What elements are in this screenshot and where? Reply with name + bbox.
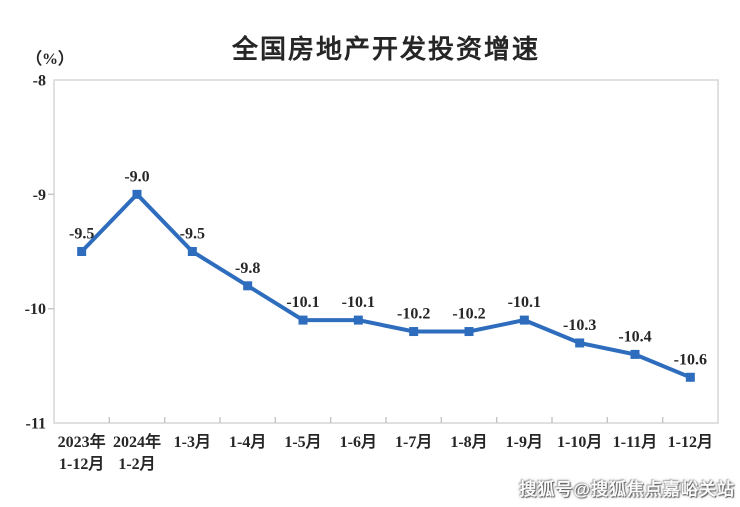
- x-tick-label: 1-8月: [450, 433, 487, 451]
- data-label: -9.5: [180, 226, 205, 243]
- x-tick-label: 1-12月: [59, 455, 104, 473]
- y-axis-unit-label: （%）: [26, 51, 75, 68]
- data-label: -10.4: [618, 328, 651, 345]
- plot-border: [53, 79, 719, 424]
- data-point-marker: [77, 247, 87, 256]
- x-tick-label: 1-5月: [284, 433, 321, 451]
- data-label: -9.0: [124, 168, 149, 185]
- x-tick-label: 1-3月: [174, 433, 211, 451]
- x-tick-label: 1-12月: [668, 433, 713, 451]
- data-label: -10.1: [508, 294, 541, 311]
- x-tick-label: 1-9月: [506, 433, 543, 451]
- x-tick-label: 2024年: [113, 432, 161, 451]
- data-point-marker: [685, 372, 695, 382]
- x-tick-label: 1-2月: [118, 455, 155, 473]
- data-point-marker: [575, 338, 585, 348]
- y-tick-label: -8: [33, 73, 46, 90]
- data-point-marker: [298, 315, 308, 325]
- data-point-marker: [243, 281, 253, 291]
- x-tick-label: 2023年: [58, 432, 106, 451]
- data-label: -9.5: [69, 226, 94, 243]
- chart-title: 全国房地产开发投资增速: [231, 34, 540, 64]
- data-point-marker: [519, 315, 529, 325]
- data-point-marker: [132, 189, 142, 199]
- data-label: -10.1: [342, 294, 375, 311]
- data-point-marker: [464, 327, 474, 337]
- data-label: -10.3: [563, 317, 596, 334]
- data-point-marker: [187, 247, 197, 256]
- x-tick-label: 1-7月: [395, 433, 432, 451]
- x-tick-label: 1-6月: [340, 433, 377, 451]
- y-tick-label: -9: [33, 187, 46, 204]
- x-tick-label: 1-4月: [229, 433, 266, 451]
- x-tick-label: 1-10月: [557, 433, 602, 451]
- data-label: -10.2: [397, 306, 430, 323]
- data-label: -9.8: [235, 260, 260, 277]
- data-label: -10.6: [674, 351, 707, 368]
- data-point-marker: [630, 349, 640, 359]
- data-label: -10.2: [452, 306, 485, 323]
- data-label: -10.1: [286, 294, 319, 311]
- data-point-marker: [409, 327, 419, 337]
- data-point-marker: [353, 315, 363, 325]
- x-tick-label: 1-11月: [613, 433, 657, 451]
- series-line: [80, 191, 692, 380]
- y-tick-label: -10: [25, 301, 46, 318]
- watermark-text: 搜狐号@搜狐焦点嘉峪关站: [519, 480, 735, 499]
- y-tick-label: -11: [26, 416, 46, 433]
